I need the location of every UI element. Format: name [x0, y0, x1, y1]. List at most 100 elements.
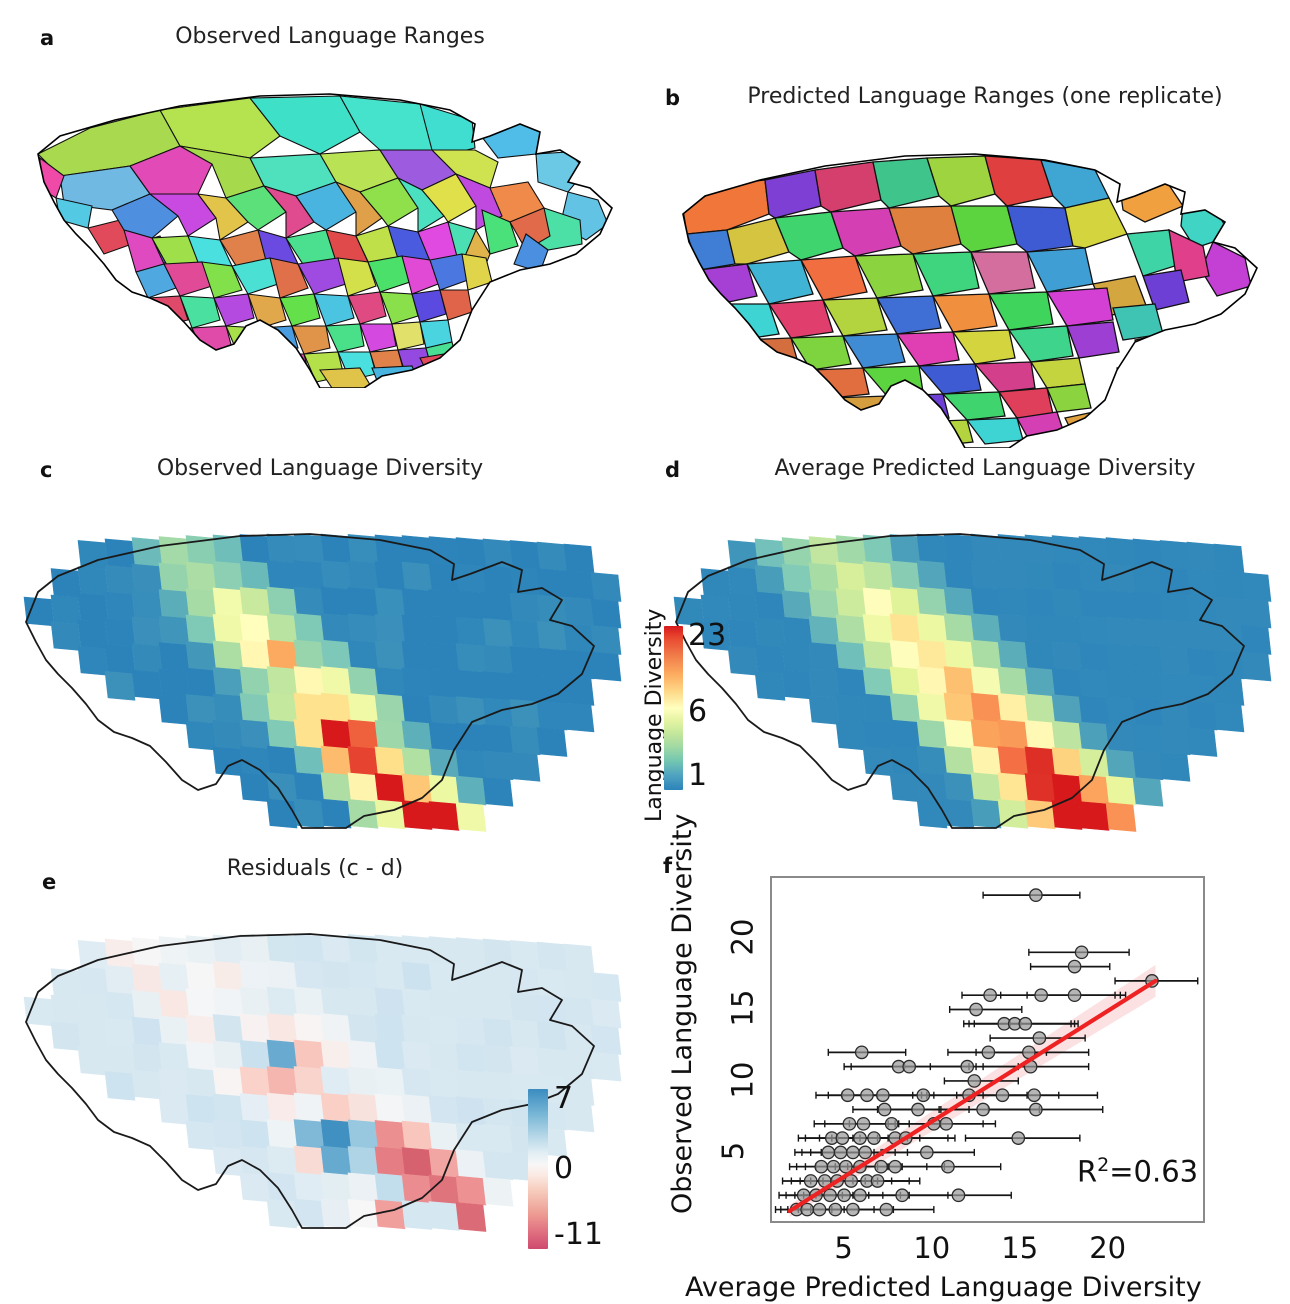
scatter-point — [803, 1174, 818, 1188]
scatter-point — [821, 1145, 836, 1160]
scatter-point — [1032, 1031, 1047, 1045]
scatter-point — [846, 1145, 860, 1160]
scatter-point — [840, 1088, 855, 1103]
residuals-colorbar-tick-max: 7 — [554, 1081, 574, 1116]
scatter-point — [837, 1188, 851, 1203]
panel-e-label: e — [42, 870, 57, 894]
scatter-point — [1067, 988, 1082, 1003]
scatter-point — [919, 1145, 934, 1160]
observed-language-ranges-map — [20, 58, 630, 388]
scatter-point — [1029, 888, 1043, 902]
scatter-point — [874, 1159, 888, 1174]
diversity-colorbar: Language Diversity 23 6 1 — [620, 600, 740, 850]
data-points — [789, 888, 1159, 1217]
scatter-point — [826, 1159, 841, 1174]
diversity-colorbar-gradient — [664, 626, 683, 790]
scatter-point — [976, 1102, 990, 1117]
scatter-point — [842, 1116, 857, 1131]
scatter-point — [995, 1088, 1010, 1103]
coastline-outline — [675, 533, 1245, 829]
panel-a-label: a — [40, 26, 55, 50]
scatter-x-tick: 15 — [1001, 1231, 1039, 1265]
range-map-b-svg — [682, 153, 1258, 448]
scatter-x-tick: 5 — [834, 1231, 853, 1265]
scatter-x-tick: 10 — [913, 1231, 951, 1265]
scatter-y-tick: 5 — [716, 1142, 751, 1161]
scatter-y-tick: 15 — [725, 990, 760, 1027]
average-predicted-language-diversity-map — [660, 488, 1290, 838]
grid-cells — [673, 533, 1272, 832]
scatter-point — [867, 1131, 881, 1145]
scatter-point — [1034, 988, 1049, 1003]
scatter-point — [967, 1074, 982, 1088]
scatter-point — [902, 1059, 917, 1074]
scatter-point — [888, 1159, 902, 1174]
scatter-point — [939, 1116, 954, 1131]
scatter-y-axis-title: Observed Language Diversity — [667, 813, 698, 1214]
scatter-y-tick: 20 — [725, 918, 760, 956]
scatter-point — [1011, 1131, 1026, 1145]
scatter-y-tick: 10 — [725, 1061, 760, 1099]
coastline-outline-b — [682, 153, 1258, 448]
panel-e-title: Residuals (c - d) — [226, 856, 404, 881]
grid-cells — [23, 533, 622, 832]
scatter-point — [916, 1088, 931, 1103]
scatter-point — [835, 1131, 850, 1145]
language-polygons-a — [38, 94, 612, 388]
scatter-point — [823, 1188, 837, 1203]
scatter-point — [833, 1145, 848, 1160]
scatter-x-tick: 20 — [1089, 1231, 1127, 1265]
scatter-point — [853, 1188, 867, 1203]
scatter-point — [1067, 959, 1082, 974]
residuals-map — [10, 888, 640, 1238]
scatter-point — [854, 1045, 869, 1060]
scatter-point — [1029, 1102, 1043, 1117]
r-squared-annotation: R2=0.63 — [1077, 1154, 1199, 1189]
scatter-plot-svg — [774, 888, 1199, 1217]
scatter-point — [846, 1202, 860, 1217]
scatter-point — [941, 1159, 955, 1174]
scatter-point — [895, 1188, 910, 1203]
language-polygons-b — [683, 154, 1257, 448]
scatter-point — [911, 1102, 925, 1117]
scatter-point — [951, 1188, 966, 1203]
scatter-point — [860, 1088, 874, 1103]
scatter-point — [875, 1088, 890, 1103]
scatter-point — [884, 1116, 899, 1131]
grid-map-c-svg — [23, 533, 622, 832]
panel-d-title: Average Predicted Language Diversity — [774, 456, 1196, 481]
observed-language-diversity-map — [10, 488, 640, 838]
residuals-colorbar: 7 0 -11 — [528, 1081, 648, 1265]
residuals-colorbar-tick-mid: 0 — [554, 1151, 574, 1186]
coastline-outline-a — [37, 93, 613, 388]
scatter-point — [814, 1159, 829, 1174]
scatter-point — [812, 1202, 827, 1217]
diversity-colorbar-tick-max: 23 — [688, 618, 727, 653]
scatter-point — [879, 1202, 894, 1217]
diversity-colorbar-tick-min: 1 — [688, 758, 708, 793]
scatter-point — [1018, 1016, 1033, 1031]
scatter-point — [877, 1102, 892, 1117]
scatter-point — [828, 1202, 843, 1217]
scatter-point — [1074, 945, 1089, 960]
panel-c-title: Observed Language Diversity — [156, 456, 484, 481]
diversity-colorbar-tick-mid: 6 — [688, 694, 708, 729]
scatter-point — [1027, 1088, 1041, 1103]
grid-map-d-svg — [673, 533, 1272, 832]
regression-line — [787, 978, 1158, 1214]
scatter-point — [844, 1174, 859, 1188]
predicted-language-ranges-map — [665, 118, 1275, 448]
panel-c-label: c — [40, 458, 53, 482]
scatter-point — [981, 1045, 996, 1060]
scatter-point — [839, 1159, 853, 1174]
scatter-point — [858, 1145, 873, 1160]
scatter-point — [969, 1002, 983, 1017]
residuals-colorbar-tick-min: -11 — [554, 1217, 603, 1252]
scatter-point — [870, 1174, 885, 1188]
scatter-plot-frame — [770, 876, 1205, 1223]
scatter-point — [983, 988, 997, 1003]
scatter-x-axis-title: Average Predicted Language Diversity — [685, 1272, 1202, 1303]
panel-d-label: d — [665, 458, 681, 482]
panel-a-title: Observed Language Ranges — [175, 24, 485, 49]
panel-b-label: b — [665, 86, 681, 110]
